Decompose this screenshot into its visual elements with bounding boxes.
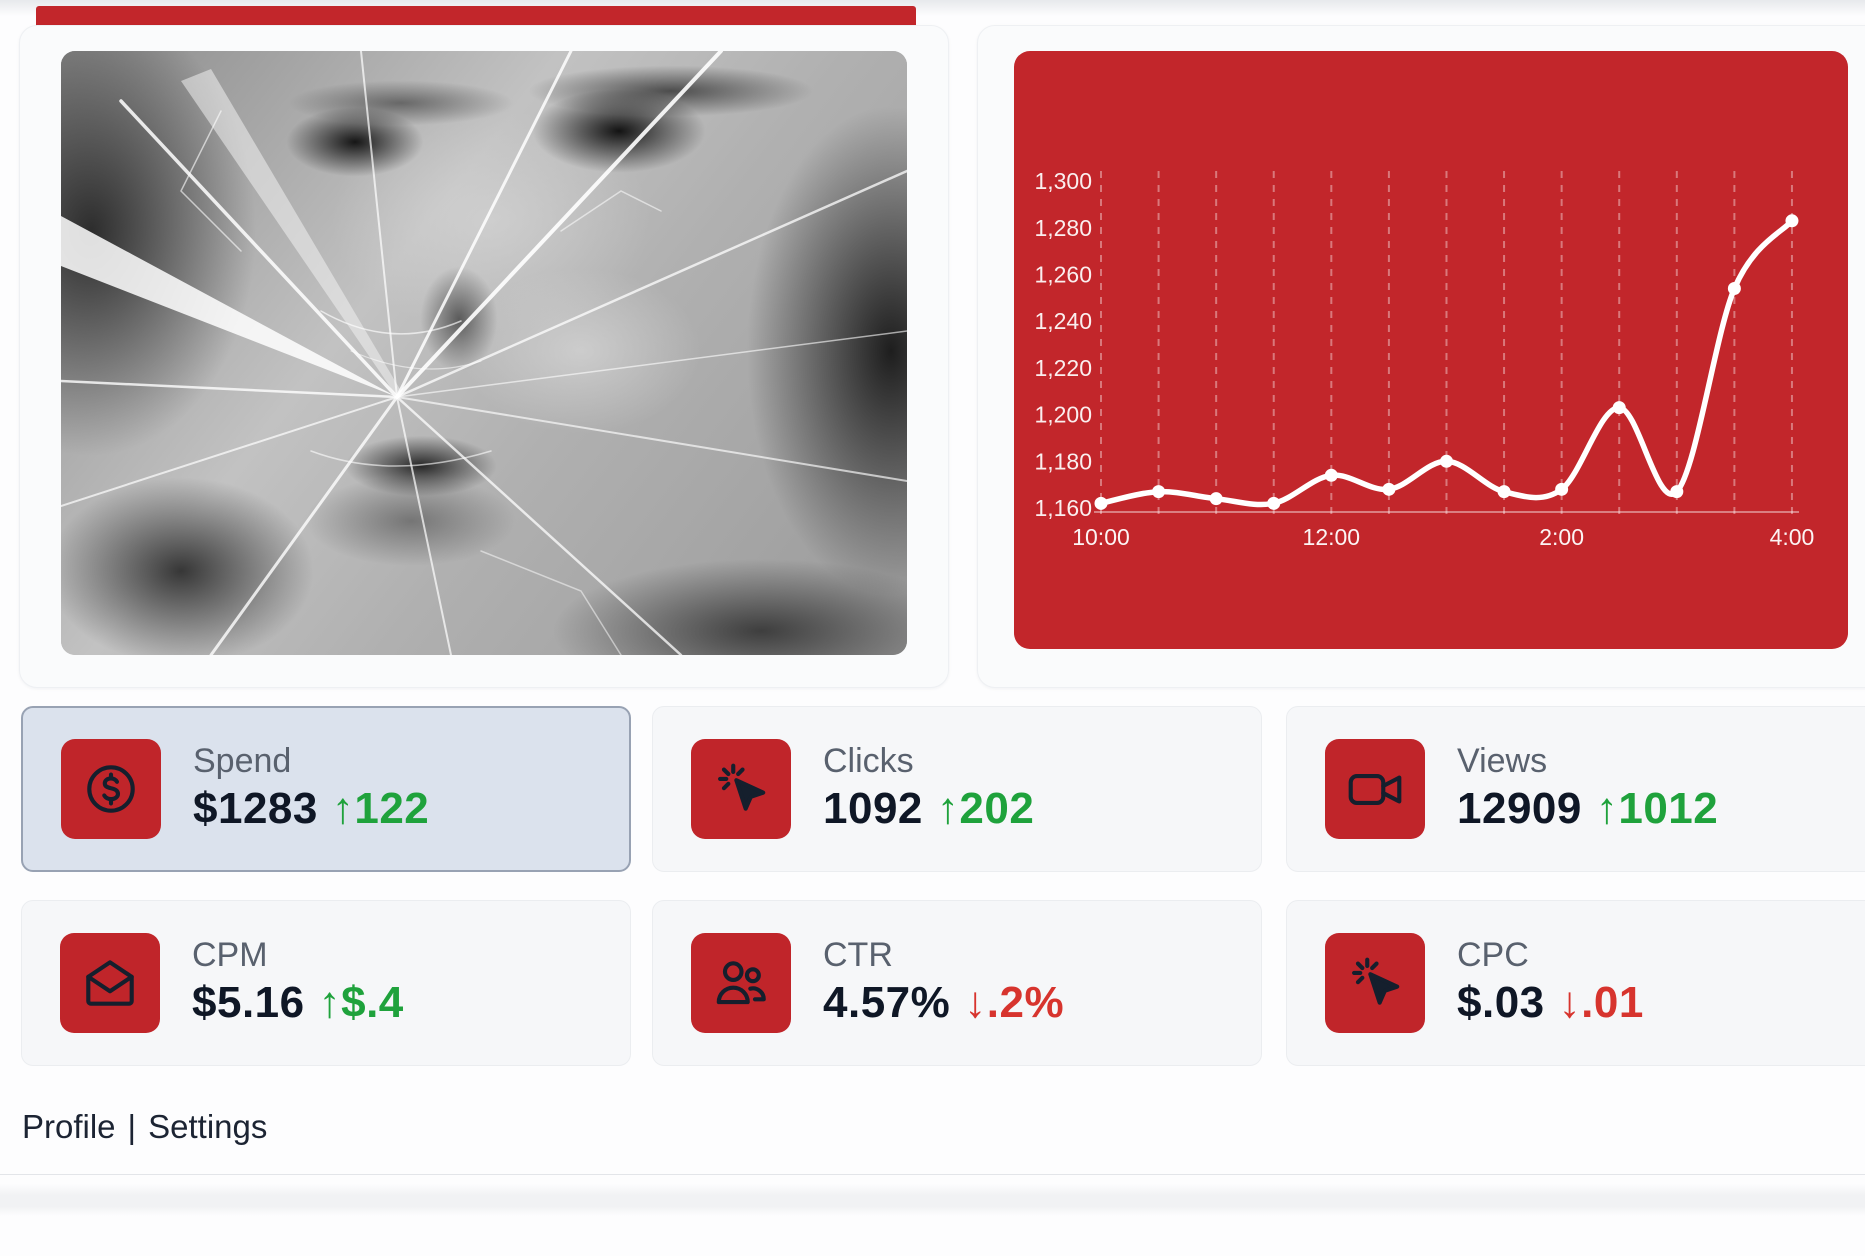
line-chart-panel: 1,160 1,180 1,200 1,220 1,240 1,260 1,280 1,300… [1014,51,1848,649]
profile-link[interactable]: Profile [22,1108,116,1145]
cursor-click-icon [691,739,791,839]
svg-text:1,240: 1,240 [1034,308,1092,334]
hero-image-card [19,25,949,688]
up-arrow-icon: ↑ [1595,784,1619,834]
bottom-divider [0,1174,1865,1175]
stat-delta: ↓.2% [964,978,1065,1028]
portrait-face-art [61,51,907,655]
stat-delta: ↑$.4 [318,978,404,1028]
svg-text:2:00: 2:00 [1539,524,1584,550]
stat-label: CTR [823,935,893,974]
stat-card-clicks[interactable]: Clicks 1092 ↑202 [652,706,1262,872]
stat-value: $1283 ↑122 [193,784,430,834]
up-arrow-icon: ↑ [331,784,355,834]
stat-label: Spend [193,741,292,780]
stat-card-cpc[interactable]: CPC $.03 ↓.01 [1286,900,1865,1066]
stat-card-cpm[interactable]: CPM $5.16 ↑$.4 [21,900,631,1066]
dollar-circle-icon [61,739,161,839]
down-arrow-icon: ↓ [964,978,987,1028]
stat-delta: ↓.01 [1558,978,1644,1028]
settings-link[interactable]: Settings [148,1108,268,1145]
stat-delta: ↑202 [936,784,1035,834]
svg-text:1,200: 1,200 [1034,402,1092,428]
stat-label: Clicks [823,741,914,780]
stat-label: Views [1457,741,1548,780]
svg-text:1,260: 1,260 [1034,262,1092,288]
stat-value: $5.16 ↑$.4 [192,978,404,1028]
down-arrow-icon: ↓ [1558,978,1582,1028]
svg-text:1,220: 1,220 [1034,355,1092,381]
stat-label: CPC [1457,935,1529,974]
chart-card: 1,160 1,180 1,200 1,220 1,240 1,260 1,280 1,300… [977,25,1865,688]
svg-text:1,300: 1,300 [1034,168,1092,194]
svg-text:12:00: 12:00 [1303,524,1361,550]
up-arrow-icon: ↑ [318,978,342,1028]
stat-delta: ↑122 [331,784,430,834]
svg-text:1,280: 1,280 [1034,215,1092,241]
glass-cracks-art [61,51,907,655]
svg-text:4:00: 4:00 [1770,524,1815,550]
video-camera-icon [1325,739,1425,839]
stat-card-spend[interactable]: Spend $1283 ↑122 [21,706,631,872]
stat-value: 4.57% ↓.2% [823,978,1065,1028]
users-icon [691,933,791,1033]
stat-value: 12909 ↑1012 [1457,784,1719,834]
separator: | [127,1108,137,1145]
stat-value: $.03 ↓.01 [1457,978,1644,1028]
stat-label: CPM [192,935,268,974]
footer-nav: Profile | Settings [22,1108,267,1146]
stat-card-ctr[interactable]: CTR 4.57% ↓.2% [652,900,1262,1066]
stat-card-views[interactable]: Views 12909 ↑1012 [1286,706,1865,872]
svg-text:10:00: 10:00 [1072,524,1130,550]
stat-delta: ↑1012 [1595,784,1719,834]
cursor-click-icon [1325,933,1425,1033]
up-arrow-icon: ↑ [936,784,960,834]
svg-text:1,180: 1,180 [1034,448,1092,474]
stat-value: 1092 ↑202 [823,784,1035,834]
envelope-open-icon [60,933,160,1033]
svg-text:1,160: 1,160 [1034,495,1092,521]
bottom-band [0,1184,1865,1216]
traffic-line-chart: 1,160 1,180 1,200 1,220 1,240 1,260 1,280 1,300… [1034,168,1815,550]
broken-glass-portrait-image [61,51,907,655]
